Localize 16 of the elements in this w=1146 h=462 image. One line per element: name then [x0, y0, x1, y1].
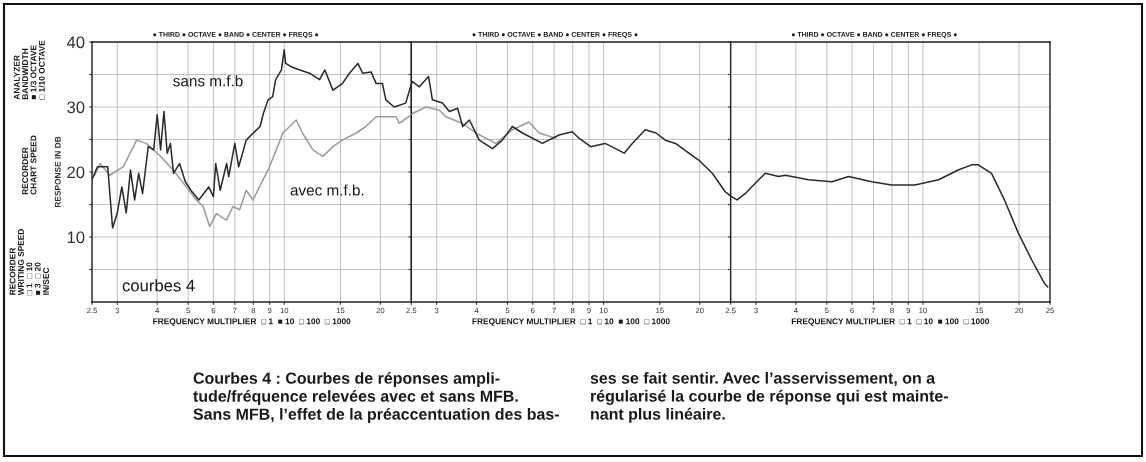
y-tick-label: 10	[67, 231, 85, 244]
y-tick-label: 30	[67, 101, 85, 114]
series-label: sans m.f.b	[173, 75, 243, 87]
text: ANALYZER BANDWIDTH ■ 1/3 OCTAVE □ 1/10 OCTAVE	[13, 40, 45, 100]
text: Courbes 4 : Courbes de réponses ampli- tude/fréquence relevées avec et sans MFB. Sans MFB, l’effet de la préaccentuation des bas-	[193, 372, 559, 423]
y-tick-label: 40	[66, 36, 85, 49]
text: RECORDER CHART SPEED	[22, 135, 37, 195]
text: FREQUENCY MULTIPLIER □ 1 ■ 10 □ 100 □ 1000	[153, 318, 351, 326]
text: ses se fait sentir. Avec l’asservissement, on a régularisé la courbe de réponse qui est mainte- nant plus linéaire.	[590, 372, 948, 423]
text: RECORDER WRITING SPEED □ 1 □ 10 ■ 3 □ 20 IN/SEC	[9, 229, 50, 296]
annotation: courbes 4	[122, 279, 195, 292]
series-label: avec m.f.b.	[290, 184, 364, 196]
text: FREQUENCY MULTIPLIER □ 1 □ 10 ■ 100 □ 1000	[791, 318, 990, 326]
y-axis-title: RESPONSE IN DB	[54, 136, 61, 208]
text: FREQUENCY MULTIPLIER □ 1 □ 10 ■ 100 □ 1000	[472, 318, 670, 326]
y-tick-label: 20	[67, 166, 85, 179]
